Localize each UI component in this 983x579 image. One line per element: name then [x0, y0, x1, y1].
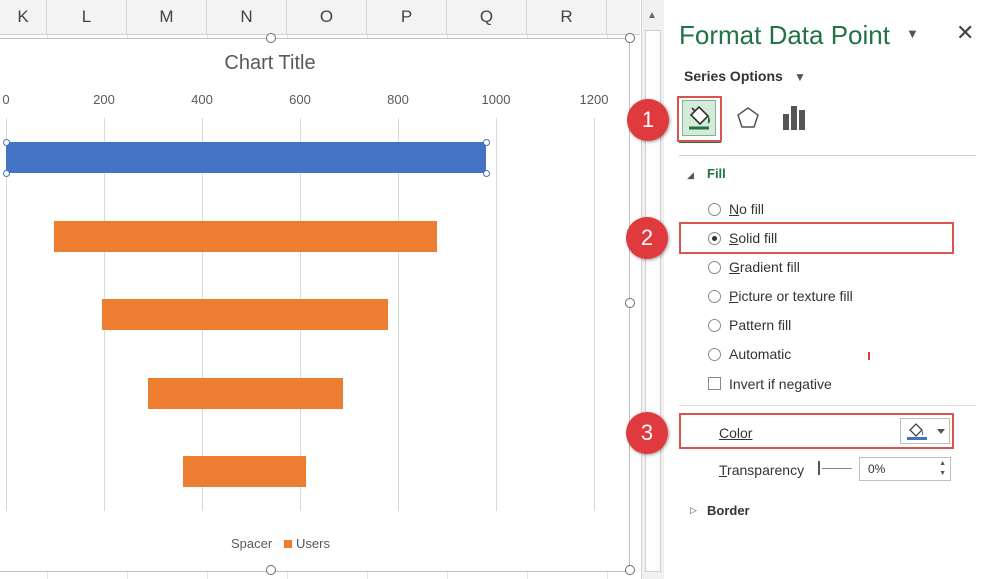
- pattern-fill-label[interactable]: Pattern fill: [729, 317, 792, 333]
- fill-line-icon[interactable]: [682, 100, 716, 136]
- pane-options-chevron-down-icon[interactable]: ▼: [906, 26, 919, 41]
- legend-users[interactable]: Users: [296, 536, 330, 551]
- users-bar[interactable]: [54, 221, 438, 252]
- chart-resize-handle[interactable]: [625, 33, 635, 43]
- chevron-down-icon[interactable]: ▼: [794, 70, 806, 84]
- selected-data-point-bar[interactable]: [6, 142, 487, 173]
- automatic-fill-label[interactable]: Automatic: [729, 346, 792, 362]
- chart-resize-handle[interactable]: [266, 33, 276, 43]
- x-gridline: [594, 118, 595, 511]
- column-header-m[interactable]: M: [127, 0, 207, 34]
- format-data-point-pane: Format Data Point ▼ ✕ Series Options ▼ ◢…: [664, 0, 983, 579]
- transparency-spinbox[interactable]: 0% ▲ ▼: [859, 457, 951, 481]
- spin-down-icon[interactable]: ▼: [939, 470, 946, 477]
- column-header-bar: K L M N O P Q R: [0, 0, 640, 35]
- chart-resize-handle[interactable]: [625, 298, 635, 308]
- red-marker: [868, 352, 870, 360]
- column-header-l[interactable]: L: [47, 0, 127, 34]
- x-axis-tick-label: 1200: [579, 92, 609, 107]
- column-header-p[interactable]: P: [367, 0, 447, 34]
- chart-resize-handle[interactable]: [625, 565, 635, 575]
- spin-up-icon[interactable]: ▲: [939, 460, 946, 467]
- column-header-q[interactable]: Q: [447, 0, 527, 34]
- invert-if-negative-label[interactable]: Invert if negative: [729, 376, 832, 392]
- tab-divider: [679, 155, 976, 156]
- transparency-label: Transparency: [719, 462, 805, 478]
- expand-triangle-icon[interactable]: ▷: [690, 505, 697, 515]
- gradient-fill-radio[interactable]: [708, 261, 721, 274]
- x-axis-tick-label: 600: [289, 92, 311, 107]
- series-options-icon[interactable]: [779, 100, 813, 136]
- legend-users-swatch: [284, 540, 292, 548]
- x-gridline: [6, 118, 7, 511]
- solid-fill-radio[interactable]: [708, 232, 721, 245]
- users-bar[interactable]: [102, 299, 389, 330]
- x-gridline: [398, 118, 399, 511]
- column-header-k[interactable]: K: [0, 0, 47, 34]
- picture-fill-radio[interactable]: [708, 290, 721, 303]
- step-badge-1: 1: [627, 99, 669, 141]
- invert-if-negative-checkbox[interactable]: [708, 377, 721, 390]
- x-axis-tick-label: 200: [93, 92, 115, 107]
- x-gridline: [496, 118, 497, 511]
- step-badge-3: 3: [626, 412, 668, 454]
- collapse-triangle-icon[interactable]: ◢: [687, 170, 694, 180]
- x-axis-tick-label: 400: [191, 92, 213, 107]
- users-bar[interactable]: [147, 378, 343, 409]
- paint-bucket-icon: [907, 423, 945, 440]
- close-icon[interactable]: ✕: [956, 20, 975, 45]
- divider: [679, 405, 976, 406]
- callout-box-solid-fill: [679, 222, 954, 254]
- pattern-fill-radio[interactable]: [708, 319, 721, 332]
- selection-handle[interactable]: [3, 139, 10, 146]
- selection-handle[interactable]: [3, 170, 10, 177]
- x-axis-tick-label: 1000: [481, 92, 511, 107]
- automatic-fill-radio[interactable]: [708, 348, 721, 361]
- gradient-fill-label[interactable]: Gradient fill: [729, 259, 800, 275]
- pane-title: Format Data Point: [679, 20, 890, 50]
- effects-icon[interactable]: [732, 100, 766, 136]
- solid-fill-label[interactable]: Solid fill: [729, 230, 778, 246]
- scroll-up-icon[interactable]: ▲: [647, 10, 657, 21]
- column-header-r[interactable]: R: [527, 0, 607, 34]
- column-header-o[interactable]: O: [287, 0, 367, 34]
- color-picker-button[interactable]: [900, 418, 950, 444]
- legend-spacer[interactable]: Spacer: [231, 536, 273, 551]
- chart-title[interactable]: Chart Title: [224, 52, 316, 74]
- no-fill-radio[interactable]: [708, 203, 721, 216]
- selection-handle[interactable]: [483, 139, 491, 146]
- chart-resize-handle[interactable]: [266, 565, 276, 575]
- vertical-scrollbar[interactable]: ▲: [641, 0, 665, 579]
- callout-box-fill-tab: [677, 96, 722, 142]
- transparency-slider-track[interactable]: [822, 468, 852, 469]
- x-axis-tick-label: 0: [2, 92, 10, 107]
- fill-section-header[interactable]: Fill: [707, 166, 726, 181]
- column-header-n[interactable]: N: [207, 0, 287, 34]
- no-fill-label[interactable]: No fill: [729, 201, 765, 217]
- callout-box-color: [679, 413, 954, 449]
- border-section-header[interactable]: Border: [707, 503, 750, 518]
- transparency-value[interactable]: 0%: [868, 462, 886, 476]
- series-options-dropdown[interactable]: Series Options: [684, 68, 783, 84]
- picture-fill-label[interactable]: Picture or texture fill: [729, 288, 853, 304]
- selection-handle[interactable]: [483, 170, 491, 177]
- users-bar[interactable]: [183, 456, 306, 487]
- x-axis-tick-label: 800: [387, 92, 409, 107]
- color-label: Color: [719, 425, 753, 441]
- transparency-slider-handle[interactable]: [818, 461, 820, 475]
- step-badge-2: 2: [626, 217, 668, 259]
